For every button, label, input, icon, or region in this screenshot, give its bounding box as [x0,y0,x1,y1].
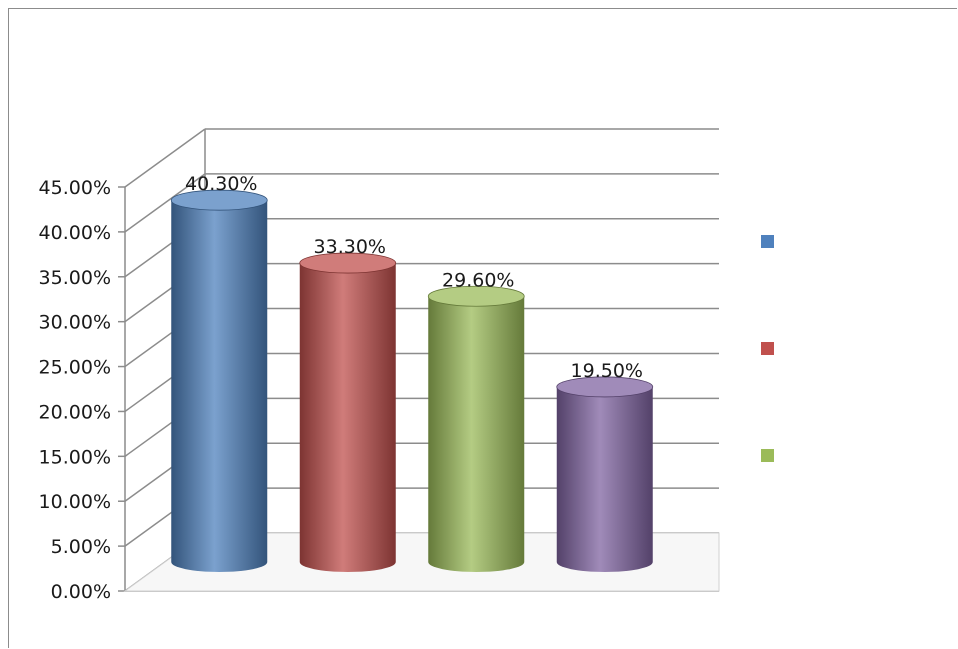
bar-top [427,285,525,307]
y-tick-label: 10.00% [39,491,111,513]
bar-top [170,189,268,211]
data-label: 29.60% [442,269,514,291]
y-tick-label: 0.00% [51,581,111,603]
chart-area: 0.00% 5.00% 10.00% 15.00% 20.00% 25.00% 30.00%… [8,8,957,648]
bar [299,252,397,572]
data-label: 33.30% [314,236,386,258]
y-tick-label: 25.00% [39,357,111,379]
data-label: 40.30% [185,173,257,195]
side-gridline [124,173,206,233]
y-tick-label: 20.00% [39,401,111,423]
side-gridline [124,128,206,188]
bar-body [428,296,525,572]
y-tick-label: 35.00% [39,267,111,289]
bar-top [556,376,654,398]
y-tick-label: 5.00% [51,536,111,558]
y-tick-label: 15.00% [39,446,111,468]
bar-body [171,200,268,572]
legend-swatch [761,449,774,462]
y-tick-label: 40.00% [39,222,111,244]
bar [427,285,525,572]
y-tick-label: 45.00% [39,177,111,199]
chart-plot: 0.00% 5.00% 10.00% 15.00% 20.00% 25.00% 30.00%… [39,128,774,603]
bar [556,376,654,572]
legend-swatch [761,235,774,248]
bar [170,189,268,572]
data-label: 19.50% [571,360,643,382]
legend-swatch [761,342,774,355]
bar-body [299,263,396,572]
bar-body [556,386,653,572]
y-tick-label: 30.00% [39,312,111,334]
bar-top [299,252,397,274]
